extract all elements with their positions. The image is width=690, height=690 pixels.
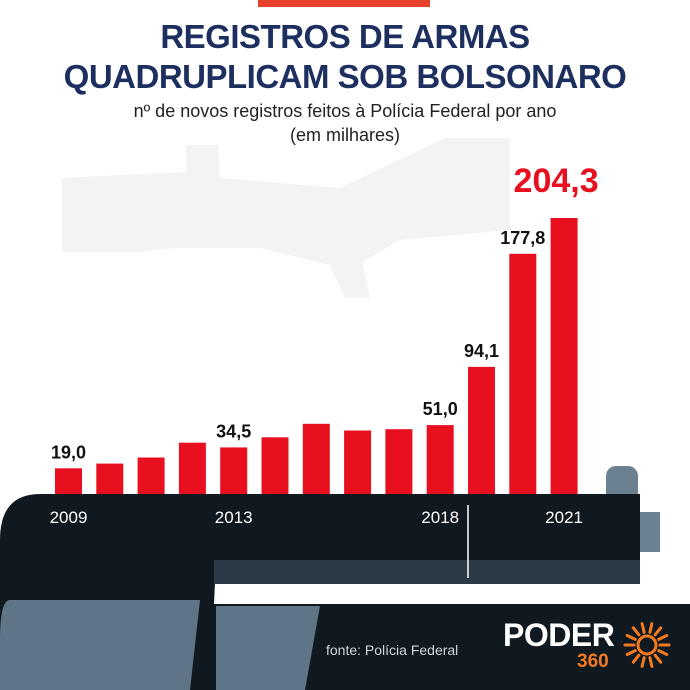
bar-2015 <box>302 423 330 494</box>
sun-ray <box>653 626 663 637</box>
source-note: fonte: Polícia Federal <box>326 642 459 658</box>
data-label-2018: 51,0 <box>423 399 458 419</box>
bar-2021 <box>550 218 578 494</box>
sun-ray <box>648 656 654 668</box>
bar-2018 <box>426 425 454 494</box>
sun-ray <box>625 649 637 656</box>
pistol-lower-frame <box>216 606 320 690</box>
pistol-silhouette-icon <box>0 138 690 690</box>
sun-ray <box>653 653 663 664</box>
pistol-front-nub <box>638 512 660 552</box>
bar-2017 <box>385 429 413 494</box>
sun-ray <box>657 649 669 656</box>
sun-ray <box>657 634 669 641</box>
sun-ray <box>640 622 646 634</box>
x-tick-label-2013: 2013 <box>215 508 253 527</box>
bar-2012 <box>178 442 206 494</box>
data-label-2020: 177,8 <box>500 228 545 248</box>
poder360-sun-icon <box>623 622 671 668</box>
sun-ray <box>640 656 646 668</box>
chart-title-line1: REGISTROS DE ARMAS <box>160 18 530 55</box>
bar-2019 <box>468 366 495 494</box>
chart-title-line2: QUADRUPLICAM SOB BOLSONARO <box>63 58 627 95</box>
bar-2011 <box>137 457 165 494</box>
x-tick-label-2021: 2021 <box>545 508 583 527</box>
x-tick-label-group: 2009 2013 2018 2021 <box>50 508 583 527</box>
bar-2016 <box>344 430 372 494</box>
data-label-2009: 19,0 <box>51 442 86 462</box>
logo-number: 360 <box>577 651 609 672</box>
poder360-logo: PODER 360 <box>503 617 675 679</box>
data-label-group: 19,0 34,5 51,0 94,1 177,8 204,3 <box>51 162 599 462</box>
sun-ray <box>631 626 641 637</box>
bar-2020 <box>509 253 537 494</box>
pistol-ghost-shape <box>62 138 510 298</box>
pistol-grip <box>0 600 200 690</box>
top-accent-bar <box>258 0 430 7</box>
x-tick-label-2018: 2018 <box>421 508 459 527</box>
bar-2009 <box>55 468 82 494</box>
sun-ray <box>648 622 654 634</box>
logo-word: PODER <box>503 617 615 653</box>
bar-2013 <box>220 447 248 494</box>
data-label-2021: 204,3 <box>514 162 599 200</box>
bar-2010 <box>96 463 124 494</box>
chart-subtitle-line1: nº de novos registros feitos à Polícia F… <box>133 101 557 121</box>
x-tick-label-2009: 2009 <box>50 508 88 527</box>
sun-ray <box>631 653 641 664</box>
pistol-frame-panel <box>214 560 640 584</box>
data-label-2019: 94,1 <box>464 341 499 361</box>
chart-subtitle-line2: (em milhares) <box>289 125 400 145</box>
bar-2014 <box>261 437 289 494</box>
bar-series <box>55 218 578 494</box>
sun-ray <box>625 634 637 641</box>
data-label-2013: 34,5 <box>216 421 251 441</box>
